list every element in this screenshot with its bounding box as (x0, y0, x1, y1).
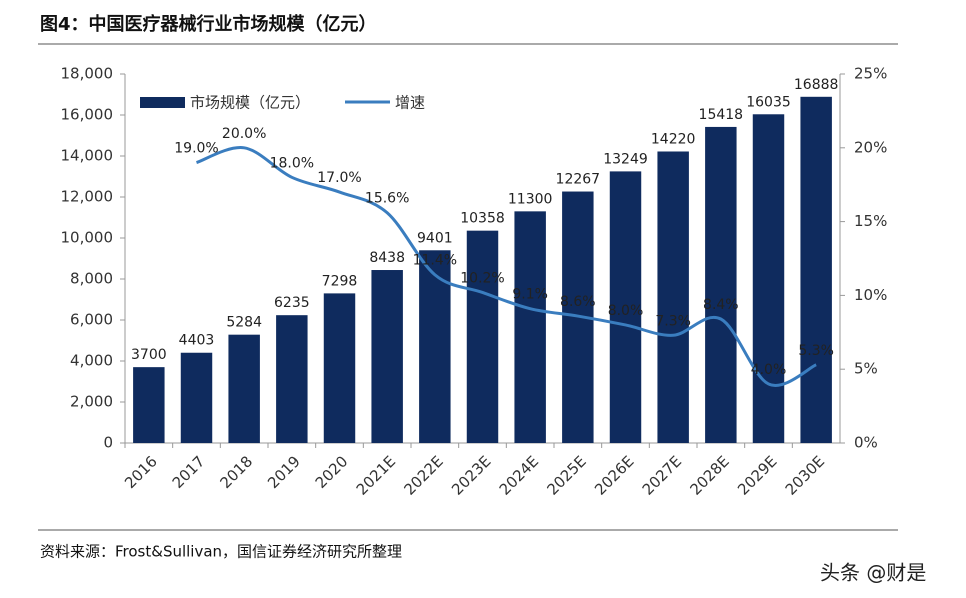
x-tick-label: 2019 (264, 452, 304, 492)
source: 资料来源：Frost&Sullivan，国信证券经济研究所整理 (40, 543, 402, 561)
watermark: 头条 @财是 (820, 561, 926, 585)
y2-tick-label: 5% (854, 360, 878, 378)
x-tick-label: 2028E (686, 452, 732, 498)
x-tick-label: 2027E (639, 452, 685, 498)
bar-value-label: 11300 (508, 191, 553, 207)
line-value-label: 10.2% (460, 270, 504, 286)
bar-value-label: 3700 (131, 347, 167, 363)
line-value-label: 4.0% (751, 362, 787, 378)
x-tick-label: 2023E (448, 452, 494, 498)
y-tick-label: 14,000 (61, 147, 114, 165)
bar (609, 171, 642, 443)
line-value-label: 9.1% (512, 287, 548, 303)
bar (180, 352, 213, 443)
bar-value-label: 7298 (322, 273, 358, 289)
y-tick-label: 12,000 (61, 188, 114, 206)
bar-value-label: 15418 (699, 107, 744, 123)
bar-value-label: 14220 (651, 131, 696, 147)
y-tick-label: 18,000 (61, 65, 114, 83)
y2-tick-label: 25% (854, 65, 887, 83)
line-value-label: 8.4% (703, 297, 739, 313)
x-tick-label: 2020 (312, 452, 352, 492)
y2-tick-label: 10% (854, 286, 887, 304)
chart-title: 图4：中国医疗器械行业市场规模（亿元） (40, 13, 377, 35)
bar-value-label: 12267 (556, 172, 601, 188)
bar-value-label: 9401 (417, 230, 453, 246)
x-tick-label: 2017 (169, 452, 209, 492)
y-tick-label: 6,000 (70, 311, 113, 329)
y-tick-label: 10,000 (61, 229, 114, 247)
bar (800, 96, 832, 444)
bar-value-label: 4403 (179, 333, 215, 349)
bar (466, 230, 499, 443)
y-tick-label: 16,000 (61, 106, 114, 124)
x-tick-label: 2016 (121, 452, 161, 492)
bar (419, 250, 451, 443)
bar (514, 211, 546, 443)
x-tick-label: 2026E (591, 452, 637, 498)
bar (371, 270, 403, 443)
x-tick-label: 2018 (216, 452, 256, 492)
bar-value-label: 16035 (746, 94, 791, 110)
y-tick-label: 2,000 (70, 393, 113, 411)
x-tick-label: 2029E (734, 452, 780, 498)
line-value-label: 11.4% (413, 253, 457, 269)
y-tick-label: 4,000 (70, 352, 113, 370)
bar-value-label: 10358 (460, 211, 505, 227)
legend-label: 市场规模（亿元） (190, 94, 310, 112)
x-tick-label: 2024E (496, 452, 542, 498)
x-tick-label: 2030E (782, 452, 828, 498)
x-tick-label: 2021E (353, 452, 399, 498)
line-value-label: 8.0% (608, 303, 644, 319)
legend-label: 增速 (395, 94, 425, 112)
line-value-label: 8.6% (560, 294, 596, 310)
legend-swatch (140, 97, 185, 108)
bar-value-label: 16888 (794, 77, 839, 93)
y-tick-label: 0 (103, 434, 113, 452)
y2-tick-label: 0% (854, 434, 878, 452)
bar (228, 334, 260, 443)
line-value-label: 20.0% (222, 126, 266, 142)
line-value-label: 15.6% (365, 191, 409, 207)
line-value-label: 18.0% (270, 155, 314, 171)
line-value-label: 17.0% (317, 170, 361, 186)
y2-tick-label: 20% (854, 138, 887, 156)
y2-tick-label: 15% (854, 212, 887, 230)
x-tick-label: 2022E (400, 452, 446, 498)
line-value-label: 5.3% (798, 343, 834, 359)
bar (752, 114, 785, 443)
y-tick-label: 8,000 (70, 270, 113, 288)
bar-value-label: 8438 (369, 250, 405, 266)
line-value-label: 19.0% (174, 141, 218, 157)
bar-value-label: 5284 (226, 315, 262, 331)
bar (276, 315, 308, 443)
x-tick-label: 2025E (543, 452, 589, 498)
line-value-label: 7.3% (655, 313, 691, 329)
bar-value-label: 6235 (274, 295, 310, 311)
bar (657, 151, 689, 444)
bar (133, 367, 165, 443)
bar (705, 126, 737, 443)
growth-line (195, 146, 817, 387)
bar (323, 293, 356, 443)
bar-value-label: 13249 (603, 151, 648, 167)
